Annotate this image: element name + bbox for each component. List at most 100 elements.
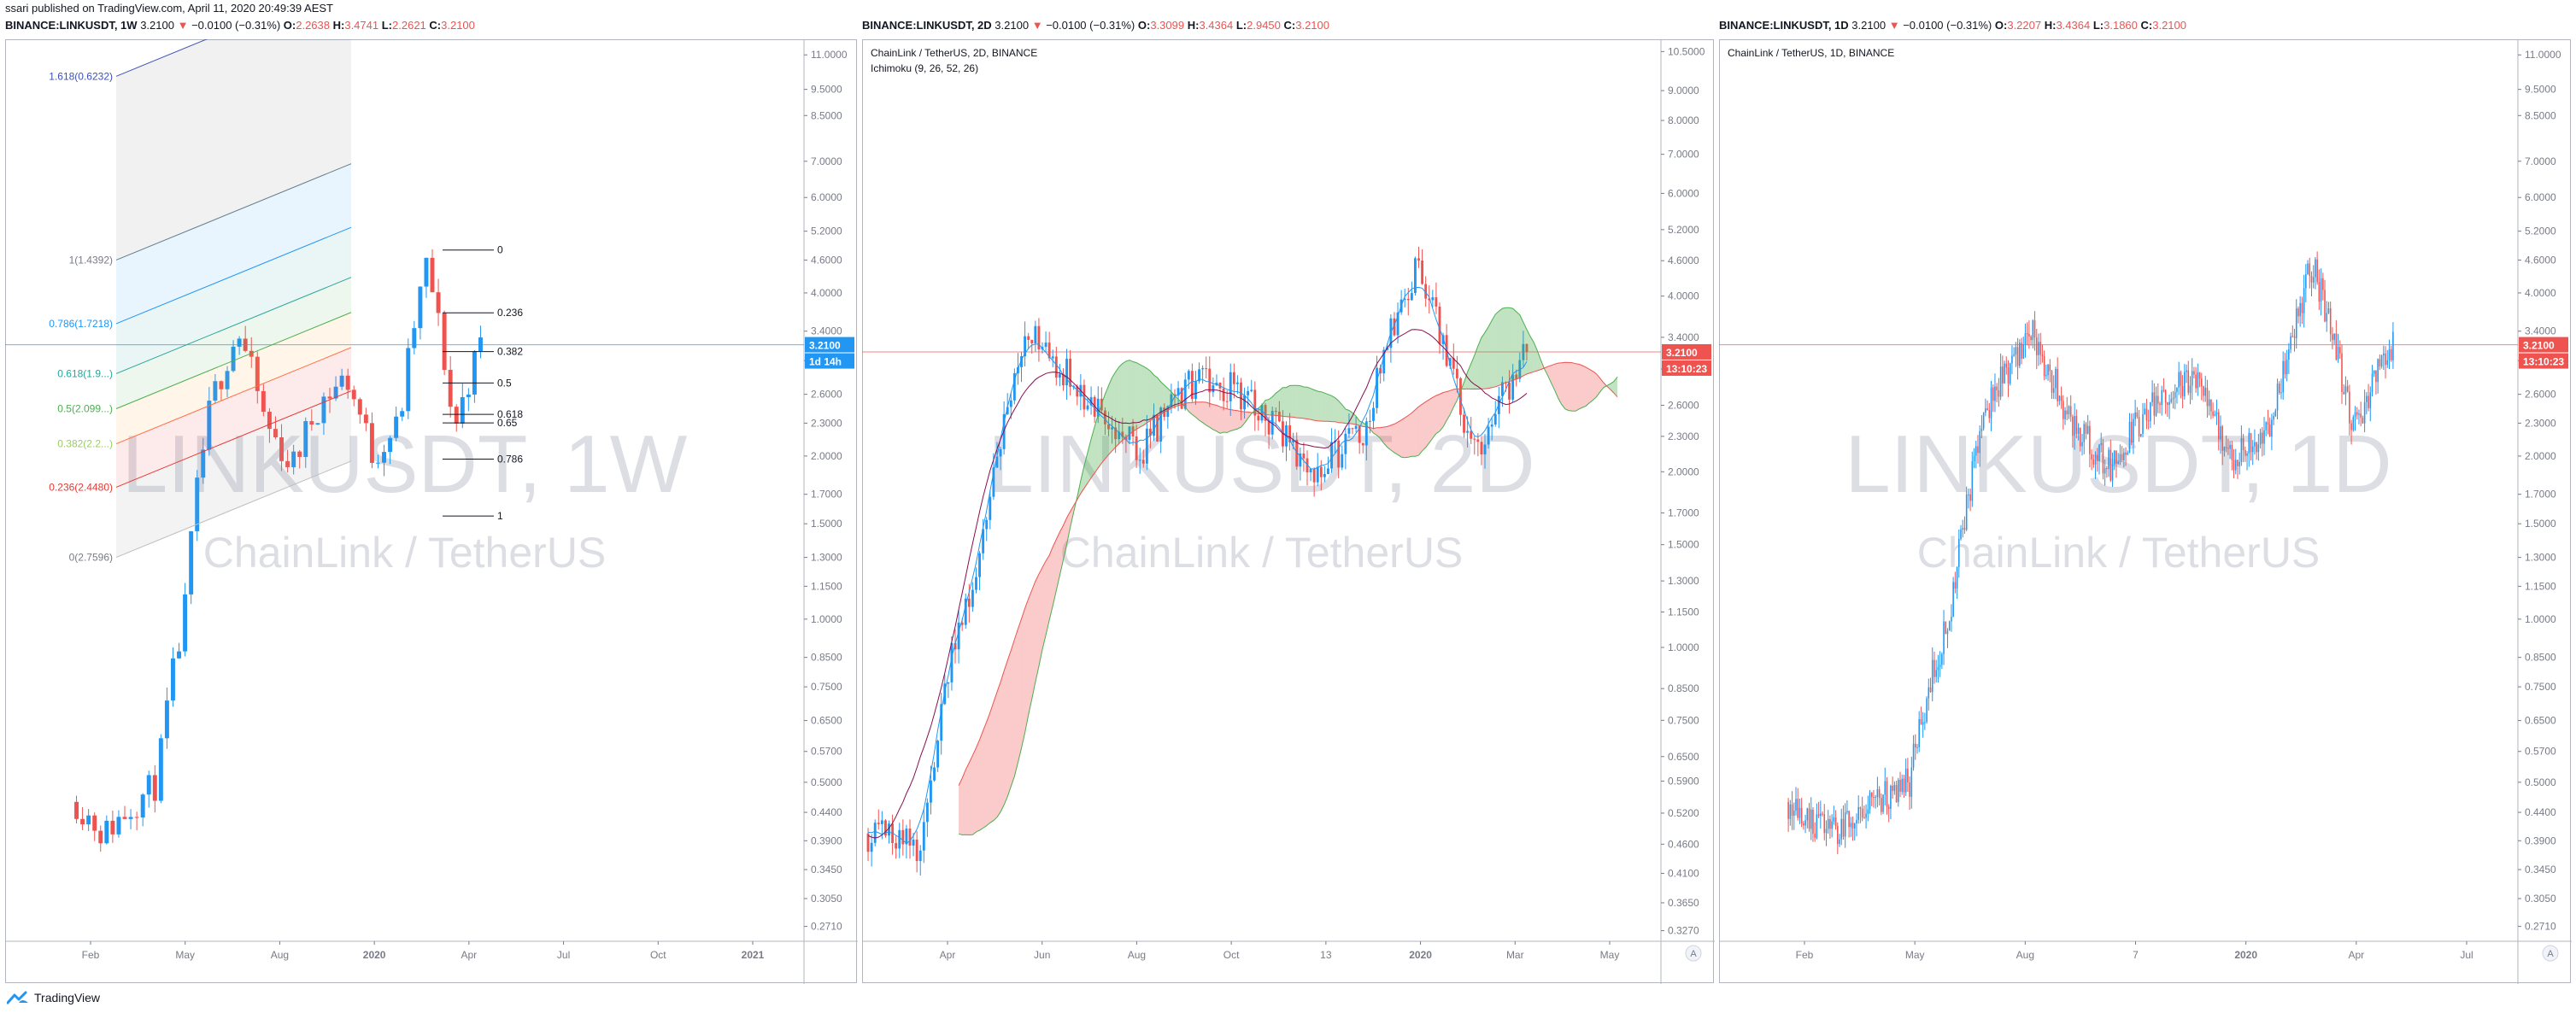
chart-panel-2d[interactable]: BINANCE:LINKUSDT, 2D 3.2100 ▼ −0.0100 (−… bbox=[862, 19, 1715, 984]
ichimoku-cloud-segment bbox=[1512, 308, 1517, 381]
ichimoku-cloud-segment bbox=[1394, 422, 1399, 455]
candles-group bbox=[1787, 251, 2394, 854]
candle-body bbox=[2305, 274, 2307, 289]
candle-body bbox=[960, 622, 964, 625]
candle-body bbox=[98, 830, 103, 844]
candle-body bbox=[1222, 388, 1225, 401]
ichimoku-cloud-segment bbox=[1049, 547, 1053, 621]
y-tick-label: 0.6500 bbox=[811, 715, 842, 727]
candle-body bbox=[74, 801, 79, 819]
candle-body bbox=[2375, 370, 2377, 383]
candle-body bbox=[1804, 820, 1806, 826]
candle-body bbox=[388, 437, 393, 453]
ichimoku-cloud-segment bbox=[1265, 399, 1270, 415]
candle-body bbox=[201, 449, 206, 478]
candle-body bbox=[1379, 367, 1382, 374]
candle-body bbox=[261, 390, 266, 413]
price-chart[interactable]: 11.00009.50008.50007.00006.00005.20004.6… bbox=[5, 39, 858, 984]
candle-body bbox=[2064, 410, 2066, 419]
candle-body bbox=[454, 407, 459, 424]
candle-body bbox=[104, 820, 109, 844]
countdown-badge-label: 1d 14h bbox=[809, 356, 842, 368]
candle-body bbox=[1831, 821, 1833, 829]
x-tick-label: 7 bbox=[2133, 949, 2139, 961]
candle-body bbox=[908, 829, 912, 846]
ichimoku-cloud-segment bbox=[1418, 404, 1423, 455]
candle-body bbox=[2047, 364, 2049, 376]
candle-body bbox=[345, 375, 350, 390]
candle-body bbox=[1829, 819, 1831, 829]
candle-body bbox=[2315, 259, 2316, 278]
y-tick-label: 0.5000 bbox=[811, 776, 842, 788]
chart-panel-weekly[interactable]: BINANCE:LINKUSDT, 1W 3.2100 ▼ −0.0100 (−… bbox=[5, 19, 858, 984]
candle-body bbox=[1928, 687, 1930, 699]
ichimoku-cloud-segment bbox=[1321, 391, 1325, 422]
ichimoku-cloud-segment bbox=[1160, 382, 1165, 414]
candle-body bbox=[2115, 450, 2117, 464]
fib-channel-label: 1(1.4392) bbox=[69, 254, 113, 266]
ichimoku-cloud-segment bbox=[1613, 377, 1618, 397]
candle-body bbox=[297, 451, 302, 457]
candle-body bbox=[1926, 698, 1928, 723]
candle-body bbox=[1508, 382, 1511, 400]
plot-area[interactable]: 11.0000 9.5000 8.5000 7.0000 6.0000 5.2000 4.6… bbox=[1719, 39, 2572, 984]
candle-body bbox=[1857, 807, 1859, 820]
candle-body bbox=[1208, 368, 1212, 393]
candle-body bbox=[1299, 453, 1302, 467]
candle-body bbox=[1965, 495, 1968, 530]
candle-body bbox=[1840, 818, 1843, 840]
y-tick-label: 1.3000 bbox=[1668, 575, 1699, 587]
y-tick-label: 9.0000 bbox=[1668, 85, 1699, 97]
candle-body bbox=[134, 817, 139, 818]
candle-body bbox=[2324, 290, 2326, 322]
candle-body bbox=[2244, 449, 2246, 456]
candle-body bbox=[2259, 432, 2262, 445]
candle-body bbox=[2251, 446, 2254, 453]
candle-body bbox=[1525, 343, 1529, 353]
candle-body bbox=[1187, 371, 1190, 380]
candle-body bbox=[2214, 414, 2216, 416]
ichimoku-cloud-segment bbox=[1289, 385, 1294, 418]
candle-body bbox=[2284, 360, 2286, 375]
ichimoku-cloud-segment bbox=[1526, 329, 1531, 374]
candle-body bbox=[279, 436, 284, 461]
candle-body bbox=[442, 313, 447, 371]
auto-scale-button bbox=[1685, 945, 1702, 962]
ichimoku-cloud-segment bbox=[1296, 385, 1300, 419]
plot-area[interactable]: 10.5000 9.0000 8.0000 7.0000 6.0000 5.2000 4.6… bbox=[862, 39, 1715, 984]
price-chart[interactable]: 10.5000 9.0000 8.0000 7.0000 6.0000 5.2000 4.6… bbox=[862, 39, 1715, 984]
candle-body bbox=[2086, 425, 2089, 434]
candle-body bbox=[1988, 410, 1991, 419]
candle-body bbox=[2142, 413, 2144, 435]
candle-body bbox=[225, 371, 230, 389]
ichimoku-cloud-segment bbox=[1101, 394, 1106, 464]
candle-body bbox=[870, 842, 873, 852]
candle-body bbox=[2181, 385, 2184, 396]
price-chart[interactable]: 11.00009.50008.50007.00006.00005.20004.6… bbox=[1719, 39, 2572, 984]
fib-channel-label: 0.618(1.9...) bbox=[57, 367, 113, 379]
candle-body bbox=[2327, 308, 2330, 313]
plot-area[interactable]: 11.0000 9.5000 8.5000 7.0000 6.0000 5.2000 4.6… bbox=[5, 39, 858, 984]
candle-body bbox=[400, 411, 405, 417]
ichimoku-cloud-segment bbox=[1519, 314, 1523, 378]
y-tick-label: 1.1500 bbox=[2525, 580, 2556, 592]
x-tick-label: May bbox=[1600, 949, 1620, 961]
candle-body bbox=[1386, 348, 1389, 350]
footer-brand[interactable]: TradingView bbox=[7, 991, 100, 1004]
candle-body bbox=[2186, 370, 2187, 372]
candle-body bbox=[1853, 823, 1856, 829]
y-tick-label: 6.0000 bbox=[1668, 187, 1699, 199]
candle-body bbox=[2278, 384, 2280, 393]
candle-body bbox=[2344, 386, 2347, 395]
ichimoku-cloud-segment bbox=[969, 755, 973, 835]
ichimoku-cloud-segment bbox=[1153, 375, 1158, 419]
chart-panel-daily[interactable]: BINANCE:LINKUSDT, 1D 3.2100 ▼ −0.0100 (−… bbox=[1719, 19, 2572, 984]
candle-body bbox=[1895, 785, 1898, 802]
open-value: 3.2207 bbox=[2007, 19, 2042, 32]
candle-body bbox=[1156, 414, 1159, 442]
ichimoku-cloud-segment bbox=[1011, 639, 1015, 787]
candle-body bbox=[1364, 421, 1368, 446]
ichimoku-cloud-segment bbox=[1188, 402, 1193, 415]
candle-body bbox=[1875, 797, 1876, 799]
candle-body bbox=[2113, 450, 2115, 465]
